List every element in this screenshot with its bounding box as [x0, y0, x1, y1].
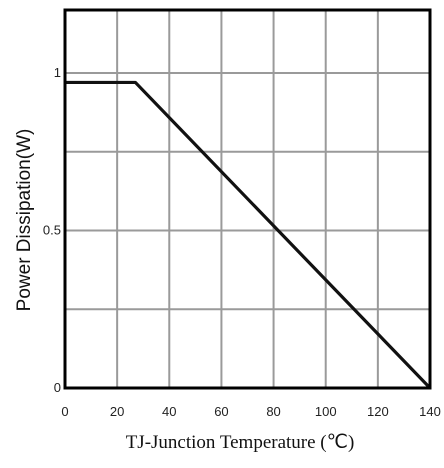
y-tick-label: 0.5: [43, 223, 61, 238]
x-axis-label: TJ-Junction Temperature (℃): [126, 432, 355, 453]
series-layer: [65, 80, 432, 390]
plot-frame: [63, 8, 432, 390]
power-derating-line: [65, 80, 432, 390]
x-tick-label: 100: [315, 404, 337, 419]
x-tick-label: 80: [266, 404, 280, 419]
x-tick-label: 120: [367, 404, 389, 419]
tick-labels: 0 20 40 60 80 100 120 140 0 0.5 1: [43, 65, 441, 419]
x-tick-label: 0: [61, 404, 68, 419]
y-axis-label: Power Dissipation(W): [14, 129, 35, 312]
y-tick-label: 0: [54, 380, 61, 395]
grid: [65, 10, 430, 388]
y-tick-label: 1: [54, 65, 61, 80]
x-tick-label: 20: [110, 404, 124, 419]
x-tick-label: 40: [162, 404, 176, 419]
x-tick-label: 140: [419, 404, 441, 419]
x-tick-label: 60: [214, 404, 228, 419]
